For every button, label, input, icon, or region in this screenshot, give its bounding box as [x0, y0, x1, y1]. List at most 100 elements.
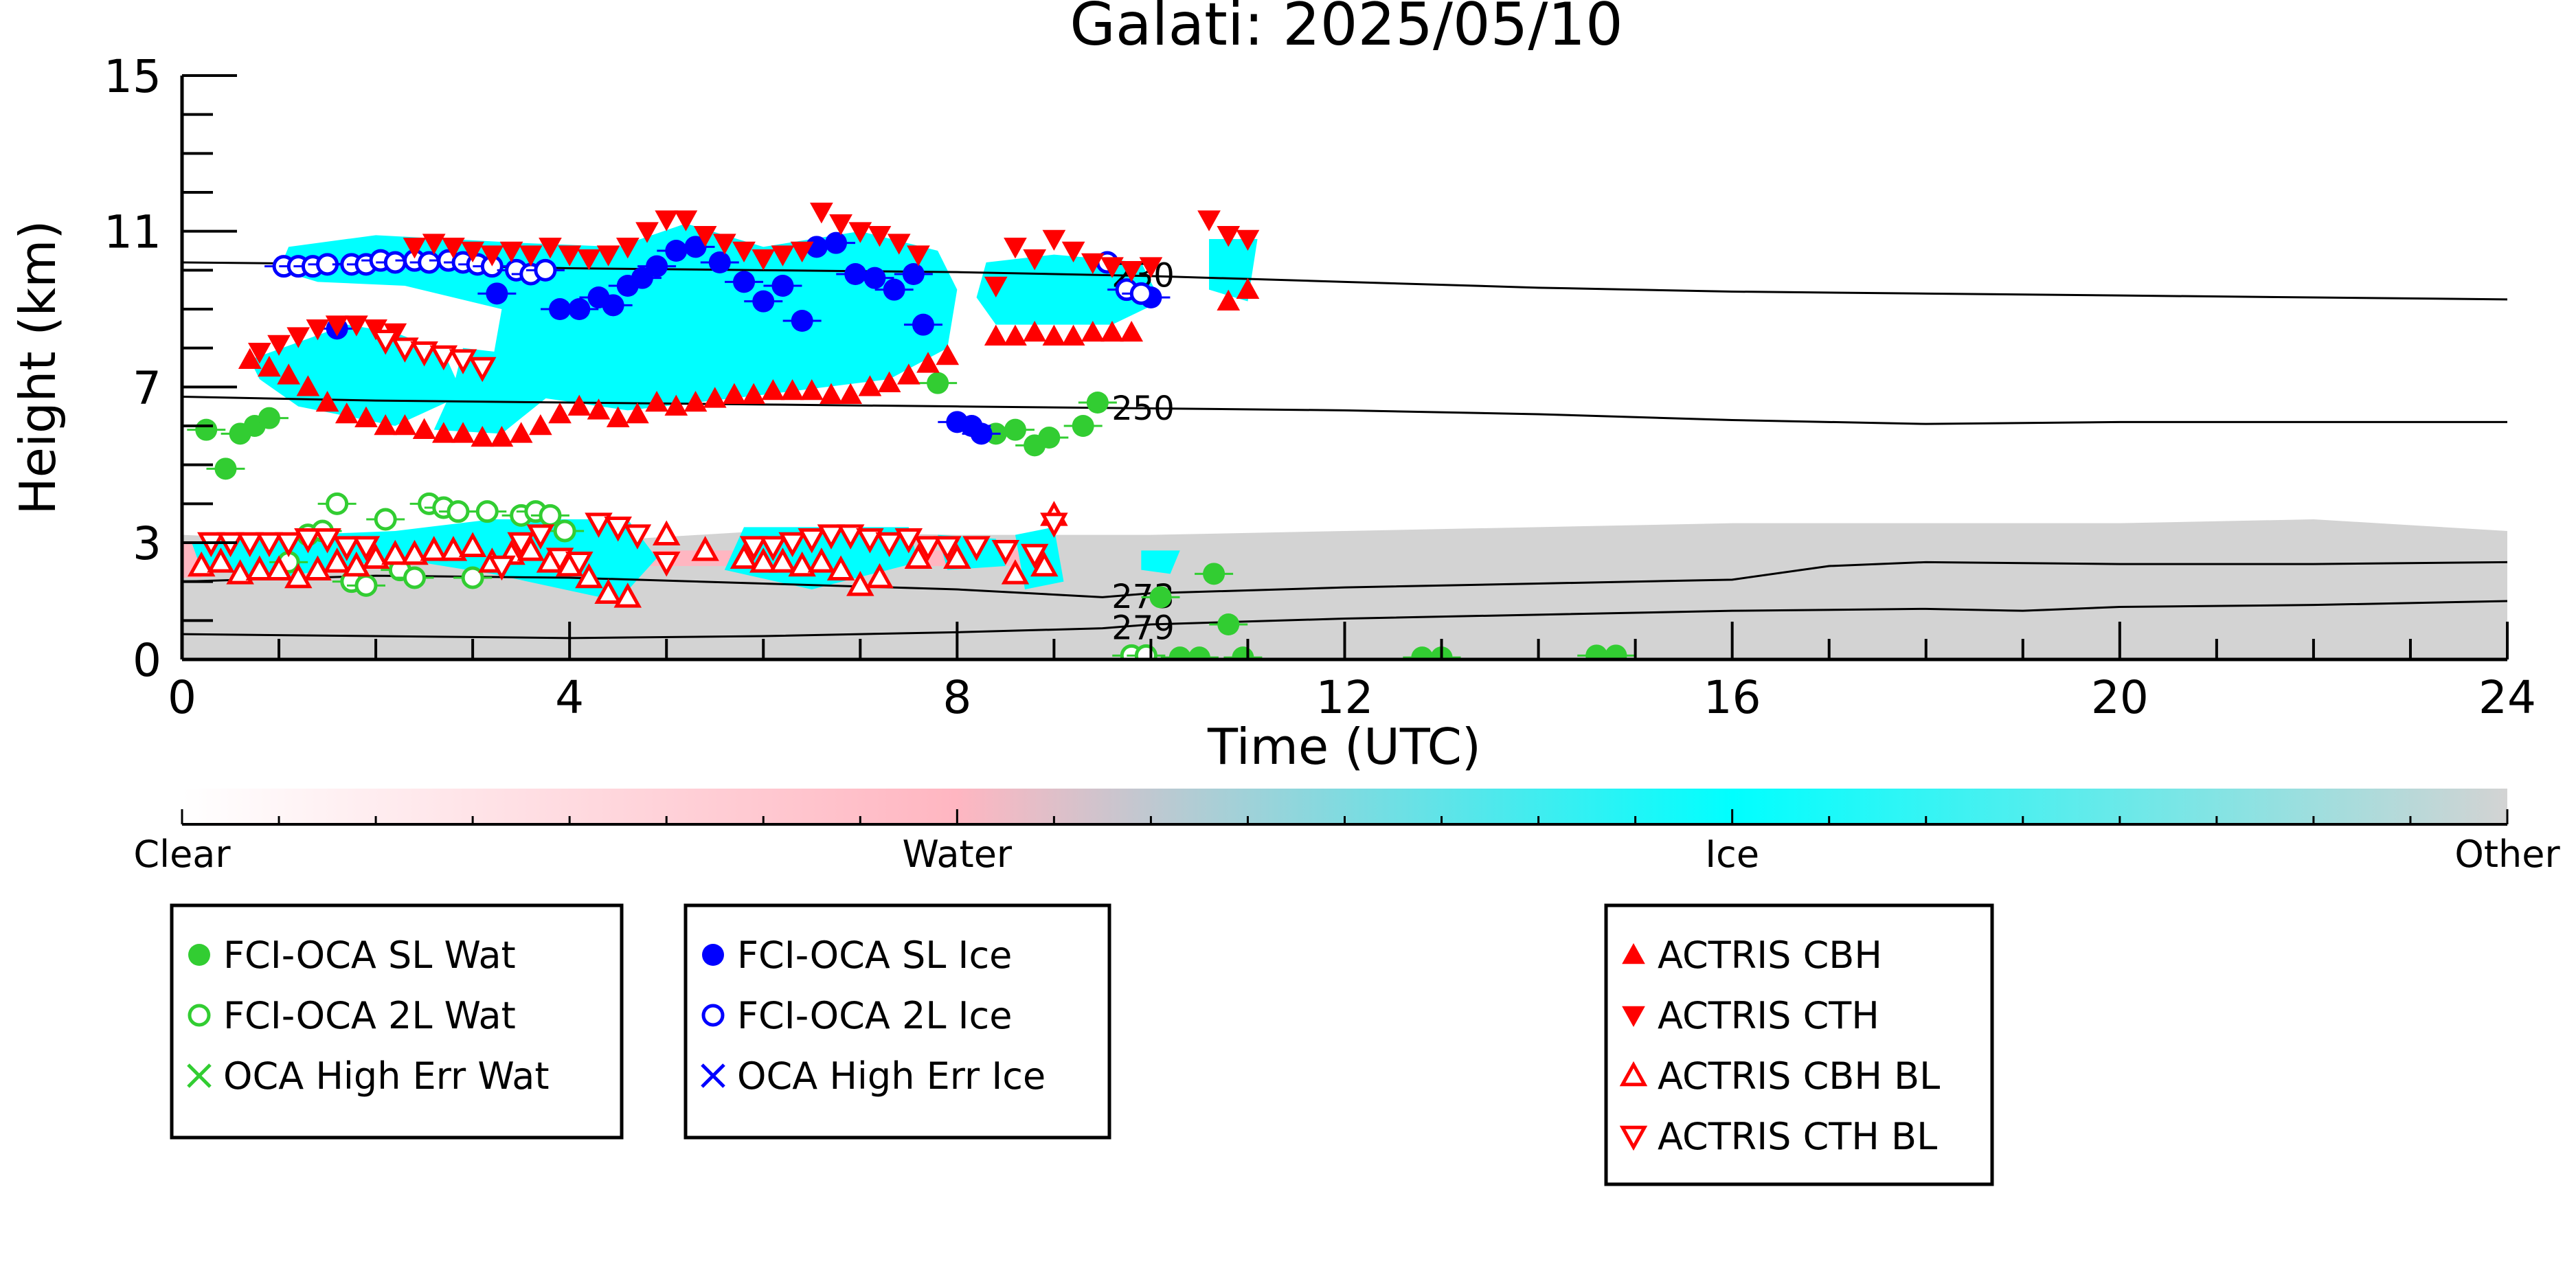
data-point [810, 203, 833, 224]
legend-label: ACTRIS CBH BL [1658, 1054, 1940, 1098]
data-point [364, 319, 387, 341]
data-point [1139, 257, 1163, 278]
data-point [352, 536, 381, 561]
data-point [1217, 289, 1241, 310]
data-point [323, 547, 351, 573]
data-point [403, 566, 426, 589]
legend-label: FCI-OCA 2L Ice [737, 994, 1012, 1037]
legend-box [1604, 903, 1994, 1186]
data-point [245, 555, 274, 580]
data-point [1100, 320, 1124, 342]
data-point [507, 532, 535, 558]
x-tick-label: 20 [2091, 671, 2149, 724]
data-point [391, 337, 419, 363]
data-point [836, 524, 865, 550]
data-point [486, 282, 508, 305]
data-point [684, 236, 707, 258]
legend-marker [188, 944, 210, 966]
data-point [752, 290, 775, 313]
data-point [623, 524, 652, 550]
data-point [887, 234, 911, 255]
data-point [730, 543, 758, 569]
data-point [236, 532, 264, 558]
data-point [449, 349, 477, 374]
data-point [277, 363, 300, 385]
data-point [499, 241, 523, 263]
data-point [381, 539, 409, 565]
data-point [856, 528, 884, 554]
y-tick-label: 3 [133, 517, 161, 570]
contour-label: 279 [1111, 609, 1175, 648]
data-point [602, 294, 624, 317]
data-point [991, 540, 1020, 565]
data-point [933, 536, 962, 561]
data-point [839, 383, 863, 404]
data-point [335, 402, 359, 424]
legend-marker [1619, 1125, 1648, 1151]
data-point [1004, 324, 1027, 346]
data-point [374, 508, 397, 531]
data-point [325, 315, 349, 337]
data-point [429, 345, 458, 371]
data-point [798, 528, 826, 554]
data-point [509, 422, 533, 443]
data-point [1197, 210, 1221, 231]
data-point [916, 352, 940, 373]
data-point [820, 383, 843, 404]
legend-label: FCI-OCA 2L Wat [223, 994, 516, 1037]
data-point [742, 383, 765, 404]
data-point [422, 234, 446, 255]
data-point [778, 532, 806, 558]
data-points [187, 203, 1636, 659]
legend-marker [188, 1004, 211, 1027]
chart-title: Galati: 2025/05/10 [1070, 0, 1623, 59]
x-tick-label: 8 [942, 671, 971, 724]
data-point [214, 457, 237, 480]
y-tick-label: 15 [104, 50, 161, 103]
contour-line [182, 396, 2507, 425]
data-point [1236, 229, 1260, 251]
data-point [274, 532, 303, 558]
data-point [326, 492, 349, 515]
data-point [902, 263, 925, 285]
data-point [868, 226, 892, 247]
data-point [519, 245, 543, 267]
data-point [342, 551, 371, 577]
data-point [247, 343, 271, 364]
data-point [846, 571, 874, 596]
data-point [558, 245, 582, 267]
series-actris-cbh-bl [187, 501, 1068, 608]
data-point [1149, 586, 1172, 609]
colorbar-label: Other [2454, 833, 2560, 876]
data-point [943, 543, 971, 569]
data-point [534, 258, 557, 282]
data-point [332, 536, 361, 561]
data-point [626, 402, 649, 424]
data-point [1411, 646, 1434, 659]
legend-label: ACTRIS CBH [1658, 934, 1882, 977]
data-point [374, 414, 398, 436]
data-point [383, 251, 407, 274]
series-actris-cbh [238, 278, 1260, 447]
data-point [749, 547, 778, 573]
contour-line [182, 561, 2507, 598]
x-tick-label: 4 [555, 671, 584, 724]
data-point [1203, 563, 1225, 585]
data-point [848, 222, 872, 243]
data-point [1038, 427, 1061, 449]
data-point [568, 298, 591, 320]
y-tick-label: 0 [133, 634, 161, 687]
data-point [1020, 543, 1049, 569]
data-point [545, 547, 574, 573]
data-point [703, 387, 727, 408]
x-tick-label: 24 [2478, 671, 2536, 724]
data-point [788, 551, 816, 577]
legend-label: ACTRIS CTH [1658, 994, 1879, 1037]
data-point [577, 249, 601, 271]
data-point [927, 372, 949, 394]
data-point [258, 407, 280, 429]
data-point [548, 402, 572, 424]
data-point [549, 298, 572, 320]
data-point [187, 551, 216, 577]
data-point [264, 555, 293, 580]
